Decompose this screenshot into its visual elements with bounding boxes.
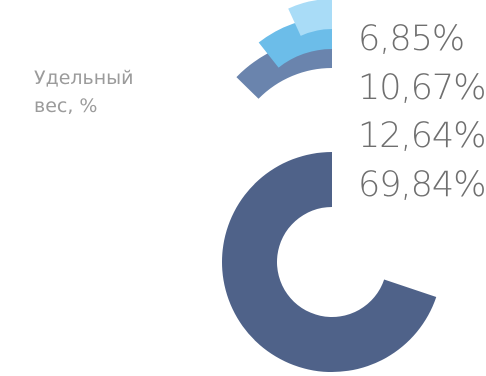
chart-ylabel: Удельный вес, % [34,67,134,117]
segment-value-label-2: 12,64% [358,116,485,156]
segment-value-label-3: 10,67% [358,68,485,108]
chart-segment-4 [288,0,332,36]
chart-segment-2 [236,37,332,99]
segment-value-label-1: 69,84% [358,165,485,205]
segment-value-label-4: 6,85% [358,19,464,59]
chart-segment-1 [221,152,437,372]
